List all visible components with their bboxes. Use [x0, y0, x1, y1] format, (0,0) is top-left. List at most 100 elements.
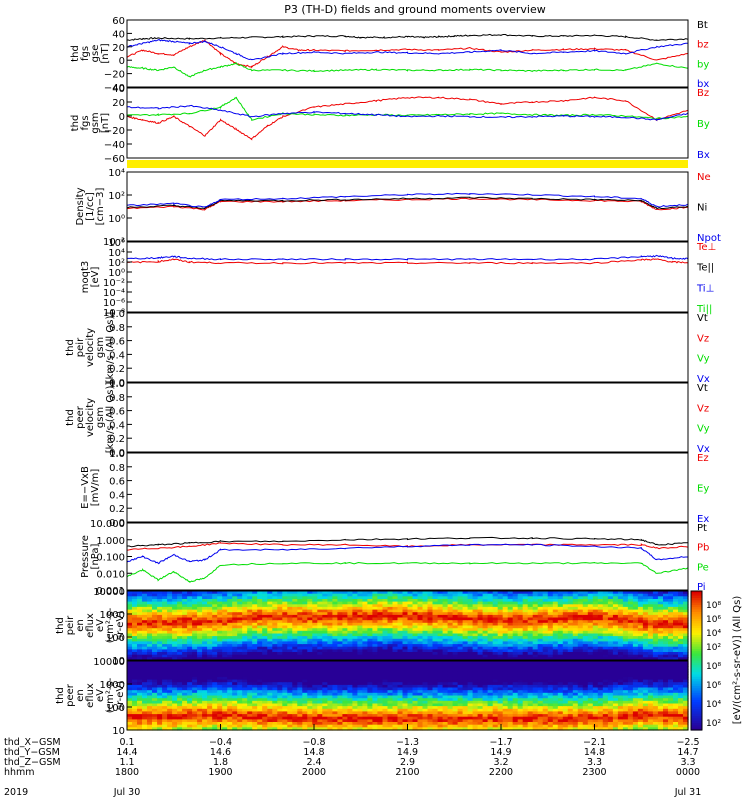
heatmap-cell	[397, 617, 404, 621]
heatmap-cell	[162, 684, 168, 689]
heatmap-cell	[372, 674, 378, 678]
heatmap-cell	[422, 679, 429, 683]
heatmap-cell	[167, 663, 173, 667]
heatmap-cell	[472, 622, 479, 627]
heatmap-cell	[137, 698, 143, 702]
heatmap-cell	[147, 591, 153, 595]
heatmap-cell	[217, 684, 223, 689]
heatmap-cell	[572, 612, 579, 616]
heatmap-cell	[582, 636, 589, 640]
heatmap-cell	[142, 695, 148, 699]
heatmap-cell	[382, 719, 389, 723]
heatmap-cell	[517, 612, 524, 616]
heatmap-cell	[432, 719, 439, 723]
heatmap-cell	[592, 644, 599, 648]
heatmap-cell	[502, 599, 509, 603]
heatmap-cell	[297, 644, 303, 648]
heatmap-cell	[532, 644, 539, 648]
heatmap-cell	[377, 630, 383, 635]
heatmap-cell	[482, 638, 489, 643]
heatmap-cell	[567, 606, 574, 611]
heatmap-cell	[217, 671, 223, 675]
heatmap-cell	[242, 657, 248, 661]
heatmap-cell	[452, 695, 459, 699]
heatmap-cell	[157, 601, 163, 605]
heatmap-cell	[382, 601, 389, 605]
heatmap-cell	[657, 609, 664, 613]
heatmap-cell	[668, 593, 674, 597]
heatmap-cell	[232, 649, 238, 653]
y-axis-label: velocity	[85, 328, 96, 367]
heatmap-cell	[132, 614, 138, 619]
heatmap-cell	[377, 722, 383, 726]
heatmap-cell	[577, 654, 584, 658]
heatmap-cell	[557, 620, 564, 624]
heatmap-cell	[287, 661, 293, 665]
heatmap-cell	[417, 684, 424, 689]
heatmap-cell	[602, 630, 609, 635]
heatmap-cell	[127, 706, 133, 710]
heatmap-cell	[587, 617, 594, 621]
heatmap-cell	[137, 682, 143, 686]
heatmap-cell	[347, 644, 353, 648]
y-tick-label: 0	[119, 56, 125, 67]
heatmap-cell	[217, 652, 223, 656]
heatmap-cell	[152, 638, 158, 643]
heatmap-cell	[367, 661, 373, 665]
heatmap-cell	[342, 700, 348, 705]
heatmap-cell	[367, 657, 373, 661]
heatmap-cell	[668, 609, 674, 613]
heatmap-cell	[347, 674, 353, 678]
heatmap-cell	[327, 727, 333, 731]
heatmap-cell	[182, 633, 188, 637]
heatmap-cell	[182, 663, 188, 667]
y-tick-label: 10⁰	[108, 214, 125, 225]
heatmap-cell	[427, 625, 434, 629]
heatmap-cell	[567, 599, 574, 603]
heatmap-cell	[477, 716, 484, 720]
heatmap-cell	[167, 695, 173, 699]
heatmap-cell	[187, 591, 193, 595]
heatmap-cell	[242, 695, 248, 699]
heatmap-cell	[312, 591, 318, 595]
heatmap-cell	[292, 724, 298, 728]
heatmap-cell	[462, 652, 469, 656]
heatmap-cell	[502, 633, 509, 637]
y-axis-label: [eV]	[90, 267, 101, 288]
heatmap-cell	[287, 727, 293, 731]
heatmap-cell	[442, 654, 449, 658]
heatmap-cell	[437, 661, 444, 665]
heatmap-cell	[377, 663, 383, 667]
heatmap-cell	[627, 591, 634, 595]
heatmap-cell	[282, 604, 288, 608]
heatmap-cell	[617, 641, 624, 645]
heatmap-cell	[202, 630, 208, 635]
heatmap-cell	[392, 612, 399, 616]
heatmap-cell	[663, 609, 669, 613]
heatmap-cell	[177, 649, 183, 653]
heatmap-cell	[257, 661, 263, 665]
heatmap-cell	[302, 601, 308, 605]
heatmap-cell	[407, 711, 414, 715]
heatmap-cell	[362, 596, 368, 600]
heatmap-cell	[142, 614, 148, 619]
heatmap-cell	[172, 622, 178, 627]
heatmap-cell	[367, 644, 373, 648]
heatmap-cell	[187, 617, 193, 621]
heatmap-cell	[452, 661, 459, 665]
heatmap-cell	[632, 628, 639, 632]
heatmap-cell	[307, 695, 313, 699]
heatmap-cell	[202, 700, 208, 705]
heatmap-cell	[597, 604, 604, 608]
heatmap-cell	[657, 612, 664, 616]
heatmap-cell	[437, 669, 444, 673]
heatmap-cell	[377, 676, 383, 681]
heatmap-cell	[612, 617, 619, 621]
heatmap-cell	[237, 722, 243, 726]
heatmap-cell	[547, 638, 554, 643]
heatmap-cell	[137, 690, 143, 694]
heatmap-cell	[367, 671, 373, 675]
heatmap-cell	[487, 652, 494, 656]
heatmap-cell	[512, 612, 519, 616]
heatmap-cell	[492, 628, 499, 632]
